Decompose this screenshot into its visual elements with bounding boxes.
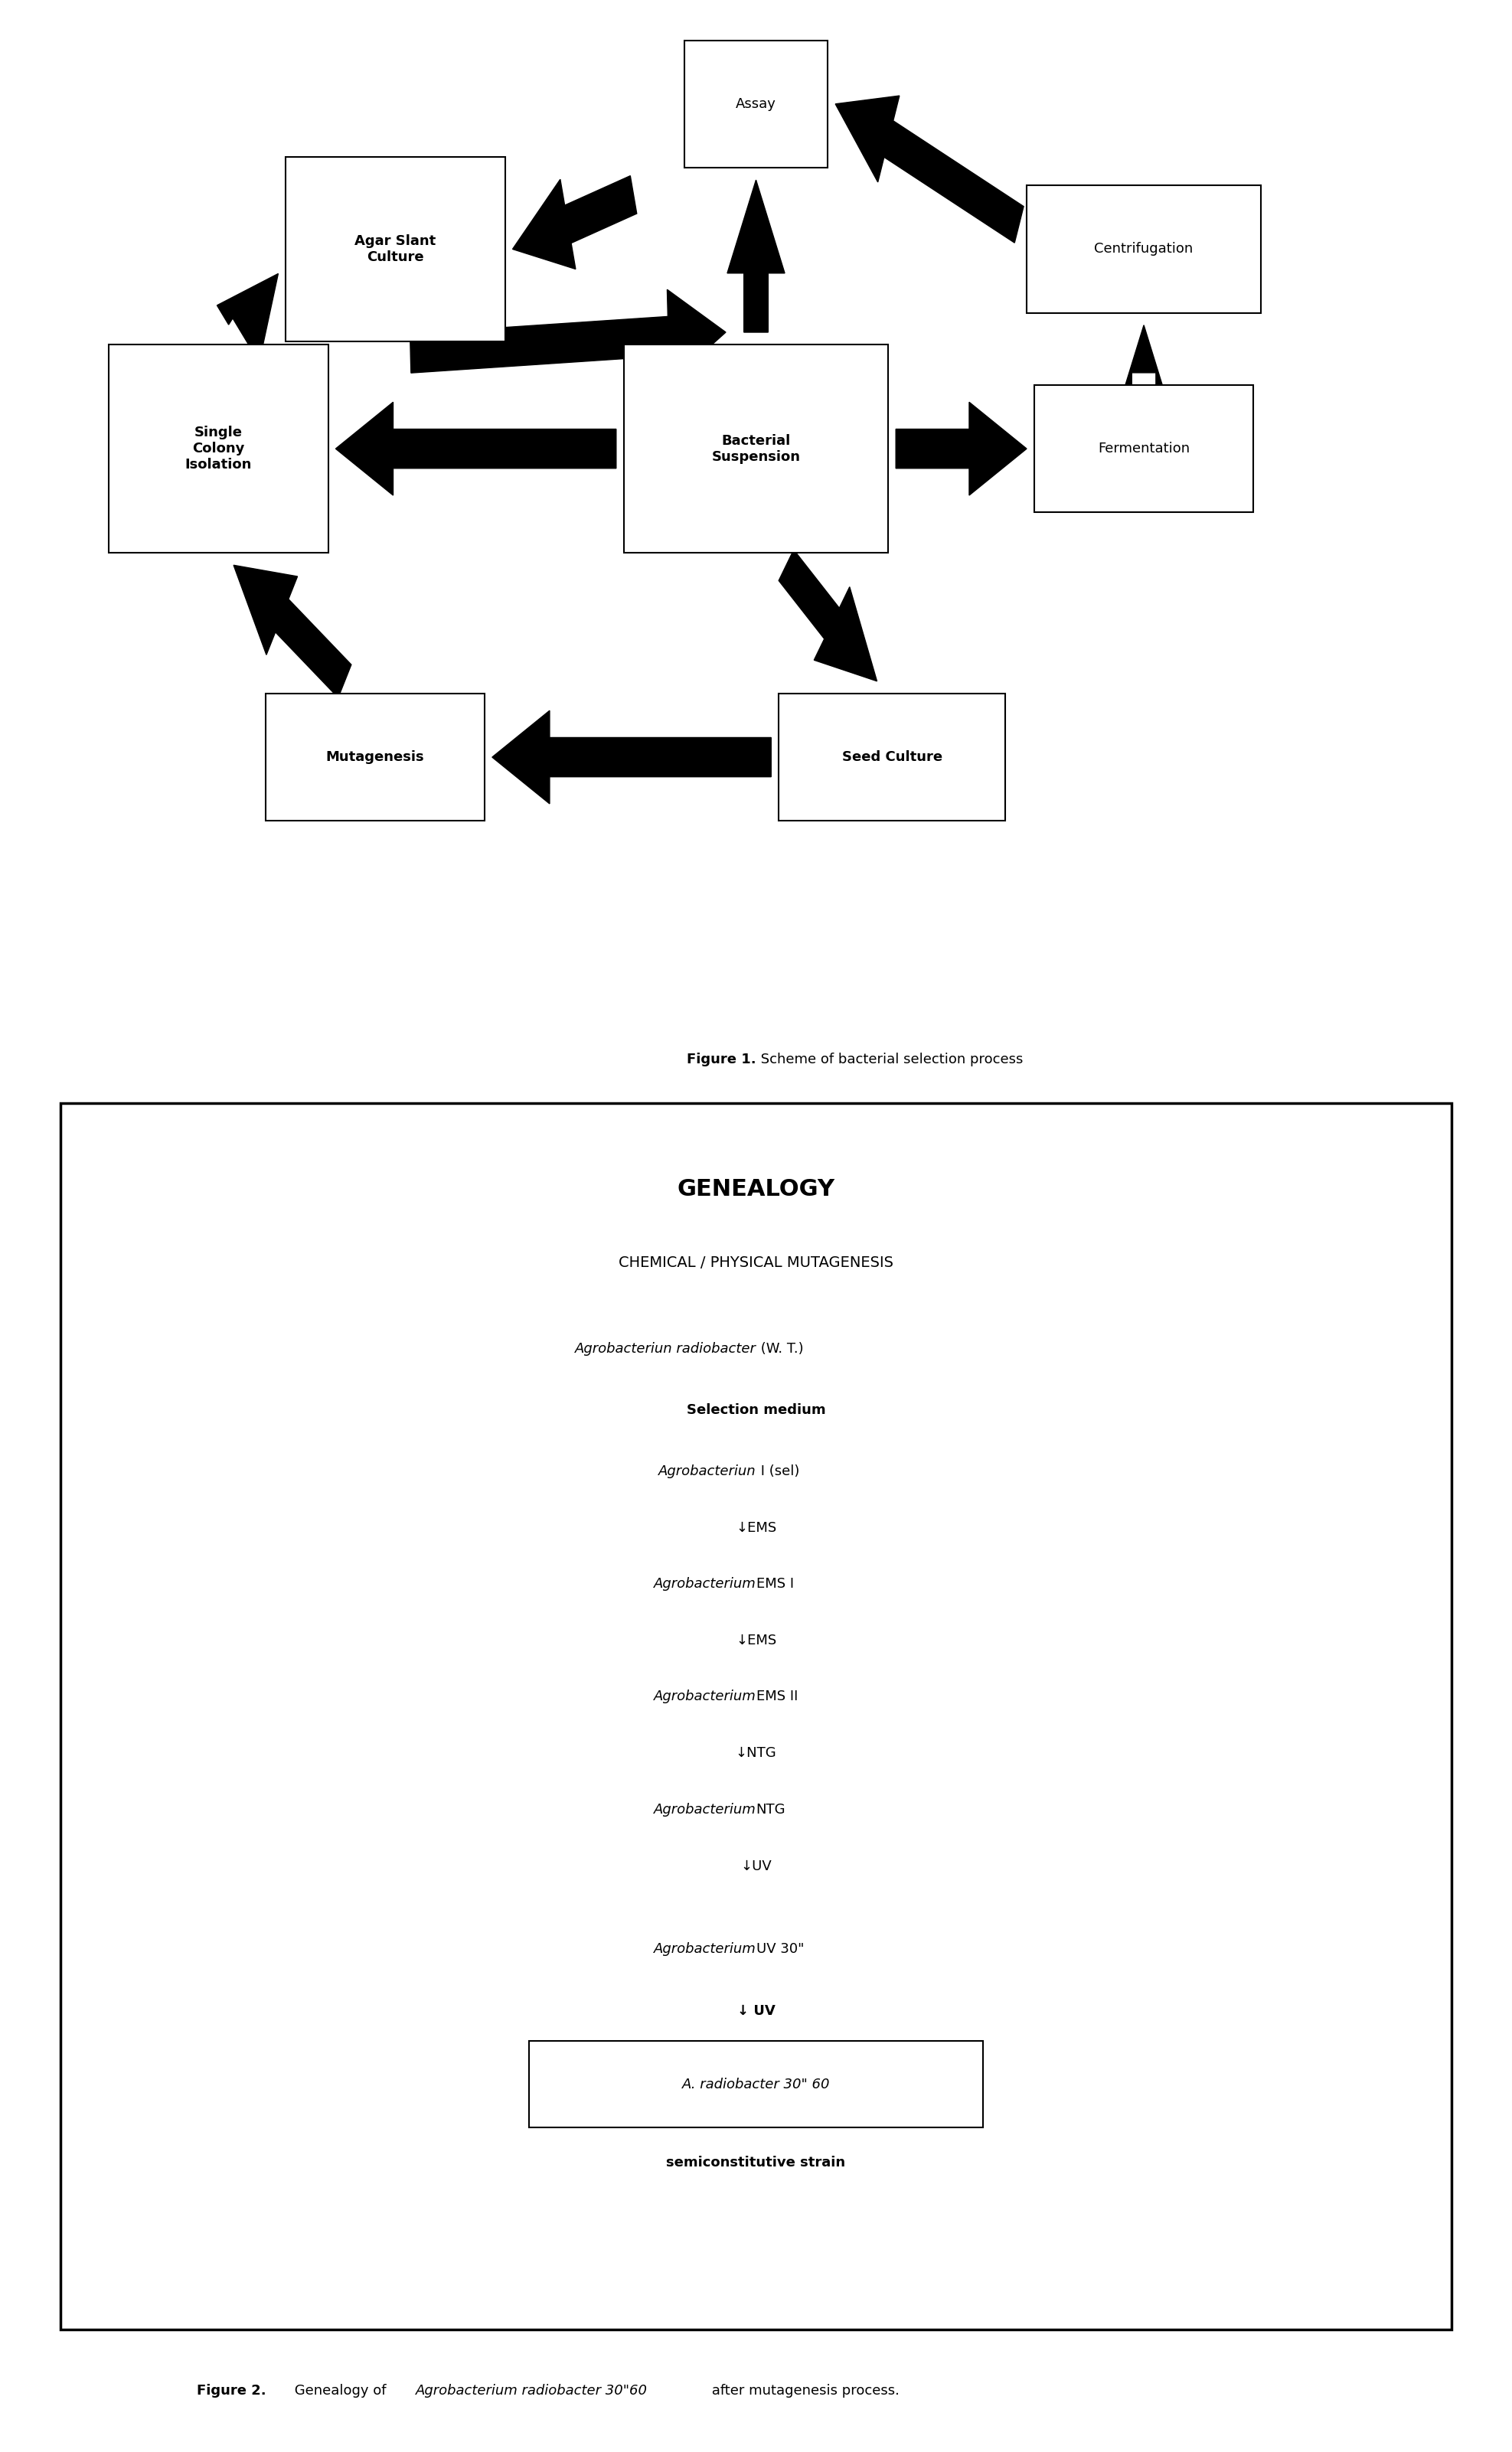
Text: EMS I: EMS I	[756, 1577, 794, 1591]
Text: Figure 2.: Figure 2.	[197, 2383, 266, 2398]
Polygon shape	[1116, 326, 1173, 419]
Text: Genealogy of: Genealogy of	[290, 2383, 390, 2398]
Text: UV 30": UV 30"	[756, 1942, 804, 1957]
Text: Agrobacterium: Agrobacterium	[653, 1689, 756, 1704]
Text: Figure 1.: Figure 1.	[686, 1052, 756, 1067]
Text: Agrobacterium: Agrobacterium	[653, 1802, 756, 1817]
Text: A. radiobacter 30" 60: A. radiobacter 30" 60	[682, 2077, 830, 2092]
Text: Selection medium: Selection medium	[686, 1403, 826, 1417]
Text: Agrobacterium: Agrobacterium	[653, 1942, 756, 1957]
Text: I (sel): I (sel)	[756, 1464, 800, 1479]
Text: EMS II: EMS II	[756, 1689, 798, 1704]
Text: ↓EMS: ↓EMS	[736, 1633, 776, 1648]
Text: semiconstitutive strain: semiconstitutive strain	[667, 2155, 845, 2170]
FancyBboxPatch shape	[60, 1103, 1452, 2329]
Text: Bacterial
Suspension: Bacterial Suspension	[712, 434, 800, 463]
Text: NTG: NTG	[756, 1802, 785, 1817]
Polygon shape	[513, 177, 637, 270]
Text: Agrobacteriun: Agrobacteriun	[658, 1464, 756, 1479]
Polygon shape	[218, 275, 278, 373]
Text: Fermentation: Fermentation	[1098, 441, 1190, 456]
FancyBboxPatch shape	[109, 346, 328, 552]
Text: Agar Slant
Culture: Agar Slant Culture	[355, 235, 435, 265]
Polygon shape	[895, 402, 1027, 495]
Text: (W. T.): (W. T.)	[756, 1341, 803, 1356]
Text: ↓NTG: ↓NTG	[735, 1746, 777, 1761]
Polygon shape	[493, 711, 771, 804]
FancyBboxPatch shape	[624, 346, 888, 552]
FancyBboxPatch shape	[1027, 186, 1261, 314]
Text: ↓ UV: ↓ UV	[736, 2003, 776, 2018]
Text: Agrobacteriun radiobacter: Agrobacteriun radiobacter	[575, 1341, 756, 1356]
Polygon shape	[835, 96, 1024, 243]
Text: Agrobacterium: Agrobacterium	[653, 1577, 756, 1591]
Text: ↓UV: ↓UV	[741, 1859, 771, 1873]
FancyBboxPatch shape	[1034, 385, 1253, 512]
Polygon shape	[234, 566, 351, 699]
FancyBboxPatch shape	[779, 694, 1005, 821]
Text: Assay: Assay	[736, 98, 776, 110]
Polygon shape	[727, 179, 785, 333]
Text: Seed Culture: Seed Culture	[842, 750, 942, 765]
Text: CHEMICAL / PHYSICAL MUTAGENESIS: CHEMICAL / PHYSICAL MUTAGENESIS	[618, 1255, 894, 1270]
Text: Centrifugation: Centrifugation	[1095, 243, 1193, 255]
Text: after mutagenesis process.: after mutagenesis process.	[708, 2383, 900, 2398]
FancyBboxPatch shape	[683, 39, 829, 167]
Text: Mutagenesis: Mutagenesis	[325, 750, 425, 765]
Text: Agrobacterium radiobacter 30"60: Agrobacterium radiobacter 30"60	[416, 2383, 647, 2398]
FancyBboxPatch shape	[286, 157, 505, 341]
Polygon shape	[410, 289, 726, 383]
FancyBboxPatch shape	[529, 2040, 983, 2126]
Text: Scheme of bacterial selection process: Scheme of bacterial selection process	[756, 1052, 1022, 1067]
Text: Single
Colony
Isolation: Single Colony Isolation	[184, 427, 253, 471]
Text: GENEALOGY: GENEALOGY	[677, 1177, 835, 1201]
Text: ↓EMS: ↓EMS	[736, 1520, 776, 1535]
Polygon shape	[779, 549, 877, 682]
FancyBboxPatch shape	[266, 694, 485, 821]
Polygon shape	[336, 402, 617, 495]
